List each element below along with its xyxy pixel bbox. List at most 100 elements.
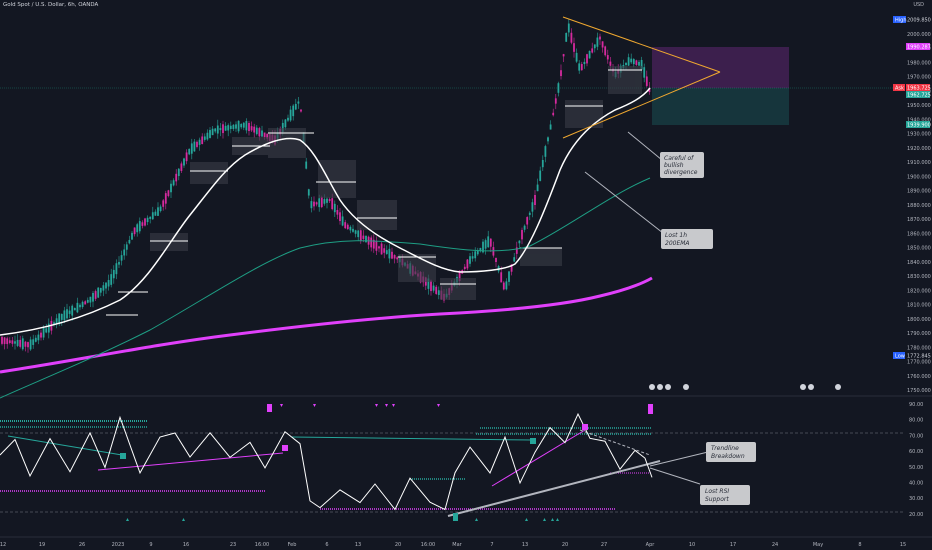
candle <box>86 299 89 303</box>
annotation-divergence[interactable]: Careful of bullish divergence <box>660 152 704 178</box>
candle <box>627 57 630 66</box>
candle <box>94 291 97 299</box>
candle <box>193 141 196 152</box>
candle <box>349 226 352 231</box>
high-value: 2009.850 <box>907 18 931 24</box>
candle <box>53 322 55 325</box>
candle <box>502 282 505 290</box>
candle <box>586 54 588 64</box>
candle <box>354 230 357 234</box>
annotation-200ema[interactable]: Lost 1h 200EMA <box>661 229 713 249</box>
candle <box>24 341 27 347</box>
candle <box>123 249 126 256</box>
candle <box>120 255 123 261</box>
candle <box>596 37 599 47</box>
time-tick: 2023 <box>112 542 125 548</box>
candle <box>281 122 284 133</box>
candle <box>541 160 544 168</box>
candle <box>240 123 243 128</box>
candle <box>115 263 118 275</box>
candle <box>591 48 594 53</box>
price-tick: 1790.000 <box>907 331 931 337</box>
candle <box>370 237 373 248</box>
candle <box>289 109 292 121</box>
rsi-axis[interactable]: 90.00 80.00 70.00 60.00 50.00 40.00 30.00 20.00 <box>909 402 923 518</box>
candle <box>513 257 516 262</box>
candle <box>224 125 227 131</box>
candle <box>45 328 48 333</box>
price-tick: 1880.000 <box>907 203 931 209</box>
candle <box>27 342 29 348</box>
candle <box>190 143 193 154</box>
rsi-divergence-lines <box>7 429 661 517</box>
time-tick: 20 <box>395 542 401 548</box>
candle <box>300 109 302 112</box>
candle <box>287 117 289 121</box>
time-tick: May <box>813 542 823 548</box>
triangle-pattern <box>562 16 721 139</box>
annotation-divergence-line2: bullish <box>664 162 684 169</box>
candle <box>539 170 542 181</box>
annotation-trendline[interactable]: Trendline Breakdown <box>706 442 756 462</box>
annotation-rsi-support-line2: Support <box>705 496 729 503</box>
price-tick: 1950.000 <box>907 103 931 109</box>
candle <box>648 87 651 92</box>
candle <box>635 60 638 65</box>
candle <box>523 225 526 230</box>
take-profit-zone[interactable] <box>652 47 789 88</box>
rsi-signal-markers <box>120 404 653 521</box>
candle <box>549 124 552 130</box>
candle <box>294 103 297 110</box>
candle <box>73 307 76 311</box>
high-tag: High 2009.850 <box>893 16 931 24</box>
candle <box>601 41 604 48</box>
event-icons[interactable] <box>649 384 841 390</box>
candle <box>214 128 217 132</box>
candle <box>528 212 531 215</box>
rsi-tick: 90.00 <box>909 402 923 408</box>
target-value: 1990.287 <box>907 45 931 51</box>
candle <box>141 222 144 226</box>
candle <box>521 229 523 240</box>
range-boxes <box>150 66 642 300</box>
candle <box>645 76 648 86</box>
candle <box>331 198 334 210</box>
candle <box>162 200 165 207</box>
stop-loss-zone[interactable] <box>652 88 789 125</box>
candle <box>79 304 81 308</box>
candle <box>40 332 42 338</box>
candle <box>222 124 224 134</box>
annotation-rsi-support[interactable]: Lost RSI Support <box>700 485 750 505</box>
candle <box>378 246 380 249</box>
candle <box>333 203 336 213</box>
price-tick: 1980.000 <box>907 60 931 66</box>
candle <box>71 305 74 316</box>
candle <box>552 112 555 116</box>
candle <box>336 210 339 215</box>
ema-white <box>0 87 651 336</box>
candle <box>588 50 591 59</box>
candle <box>430 280 432 292</box>
candle <box>175 173 178 182</box>
candle <box>531 202 534 212</box>
candle <box>102 285 105 291</box>
time-tick: 12 <box>0 542 6 548</box>
price-tick: 1910.000 <box>907 160 931 166</box>
time-axis[interactable]: 12 19 26 2023 9 16 23 16:00 Feb 6 13 20 16:00 Mar 7 13 2… <box>0 542 906 548</box>
candle <box>510 264 513 272</box>
time-tick: Apr <box>646 542 656 548</box>
symbol-title: Gold Spot / U.S. Dollar, 6h, OANDA <box>3 2 99 8</box>
candle <box>323 199 326 204</box>
time-tick: 23 <box>230 542 236 548</box>
time-tick: Mar <box>452 542 462 548</box>
candle <box>526 217 529 225</box>
candle <box>352 228 354 232</box>
price-tick: 1920.000 <box>907 146 931 152</box>
candle <box>149 216 152 219</box>
candle <box>536 184 539 192</box>
annotation-200ema-line1: Lost 1h <box>665 232 687 239</box>
candle <box>489 238 492 247</box>
candle <box>99 287 102 293</box>
target-tag: 1990.287 <box>906 43 931 51</box>
